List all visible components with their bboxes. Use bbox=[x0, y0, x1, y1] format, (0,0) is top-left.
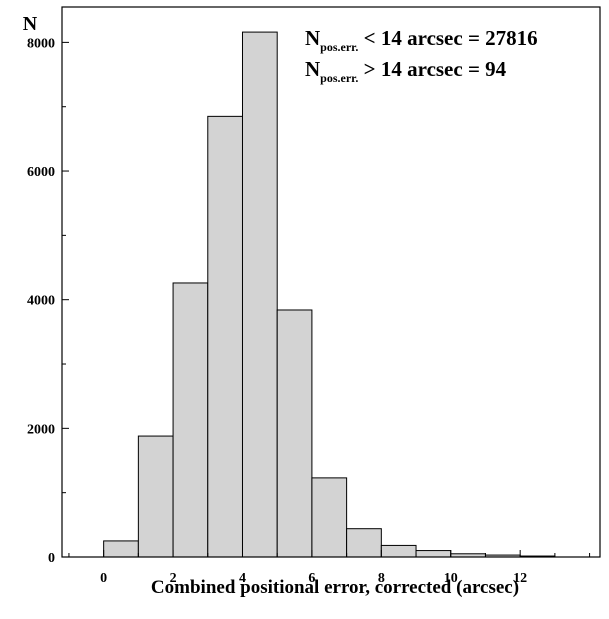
histogram-bar bbox=[172, 282, 209, 558]
x-tick-label: 12 bbox=[513, 571, 527, 586]
histogram-bar bbox=[346, 528, 382, 558]
y-tick-label: 4000 bbox=[27, 294, 55, 309]
y-axis-label: N bbox=[23, 13, 38, 35]
histogram-bar bbox=[276, 309, 313, 558]
x-tick-label: 8 bbox=[378, 571, 385, 586]
y-axis-ticks: 0 2000 4000 6000 8000 bbox=[27, 36, 69, 566]
histogram-bar bbox=[207, 115, 243, 558]
x-axis-label: Combined positional error, corrected (ar… bbox=[151, 577, 519, 598]
annotations-group: Npos.err. < 14 arcsec = 27816 Npos.err. >… bbox=[305, 26, 538, 85]
bars-group bbox=[103, 31, 556, 558]
x-axis-ticks: 0 2 4 6 8 10 12 bbox=[68, 550, 591, 586]
x-tick-label: 2 bbox=[170, 571, 177, 586]
y-tick-label: 6000 bbox=[27, 165, 55, 180]
x-tick-label: 6 bbox=[308, 571, 315, 586]
x-tick-label: 10 bbox=[444, 571, 458, 586]
x-tick-label: 4 bbox=[239, 571, 246, 586]
y-tick-label: 8000 bbox=[27, 36, 55, 51]
plot-frame bbox=[61, 6, 601, 558]
y-tick-label: 0 bbox=[48, 551, 55, 566]
y-tick-label: 2000 bbox=[27, 422, 55, 437]
histogram-bar bbox=[380, 544, 417, 558]
annotation-text: Npos.err. < 14 arcsec = 27816 bbox=[305, 26, 538, 54]
x-tick-label: 0 bbox=[100, 571, 107, 586]
histogram-bar bbox=[103, 540, 139, 558]
histogram-bar bbox=[241, 31, 278, 558]
histogram-bar bbox=[311, 477, 348, 558]
histogram-bar bbox=[137, 435, 174, 558]
histogram-bar bbox=[415, 550, 452, 558]
annotation-text: Npos.err. > 14 arcsec = 94 bbox=[305, 57, 507, 85]
